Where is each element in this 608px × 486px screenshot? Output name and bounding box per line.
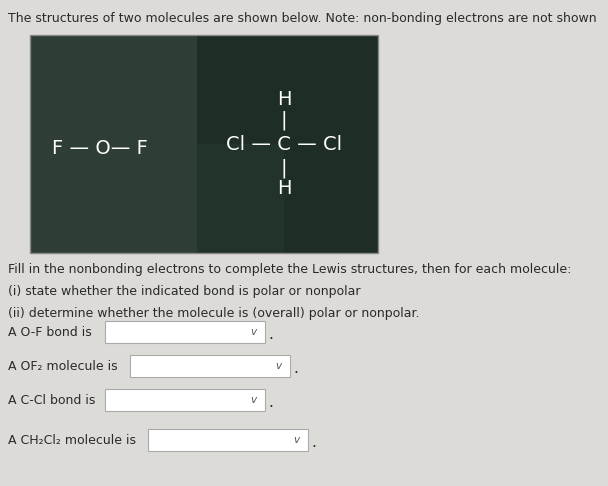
Bar <box>30 35 197 253</box>
Text: A O-F bond is: A O-F bond is <box>8 326 92 339</box>
Text: F — O— F: F — O— F <box>52 139 148 158</box>
Text: v: v <box>293 435 299 445</box>
Text: A OF₂ molecule is: A OF₂ molecule is <box>8 360 117 372</box>
Text: v: v <box>275 361 281 371</box>
Text: H: H <box>277 90 291 109</box>
Text: The structures of two molecules are shown below. Note: non-bonding electrons are: The structures of two molecules are show… <box>8 12 596 25</box>
Text: .: . <box>293 361 298 376</box>
Text: |: | <box>281 158 288 177</box>
Bar <box>197 35 378 253</box>
Bar <box>148 429 308 451</box>
Bar <box>105 321 265 343</box>
Text: A CH₂Cl₂ molecule is: A CH₂Cl₂ molecule is <box>8 434 136 447</box>
Text: |: | <box>281 110 288 130</box>
Bar <box>30 35 378 253</box>
Text: H: H <box>277 179 291 198</box>
Text: Cl — C — Cl: Cl — C — Cl <box>226 135 342 154</box>
Text: (ii) determine whether the molecule is (overall) polar or nonpolar.: (ii) determine whether the molecule is (… <box>8 307 420 320</box>
Text: Fill in the nonbonding electrons to complete the Lewis structures, then for each: Fill in the nonbonding electrons to comp… <box>8 263 572 276</box>
Text: A C-Cl bond is: A C-Cl bond is <box>8 394 95 406</box>
Text: .: . <box>311 434 316 450</box>
Text: v: v <box>250 395 256 405</box>
Text: (i) state whether the indicated bond is polar or nonpolar: (i) state whether the indicated bond is … <box>8 285 361 298</box>
Bar <box>130 355 290 377</box>
Text: .: . <box>268 327 273 342</box>
Text: .: . <box>268 395 273 410</box>
Bar <box>197 144 284 253</box>
Text: v: v <box>250 327 256 337</box>
Bar <box>105 389 265 411</box>
